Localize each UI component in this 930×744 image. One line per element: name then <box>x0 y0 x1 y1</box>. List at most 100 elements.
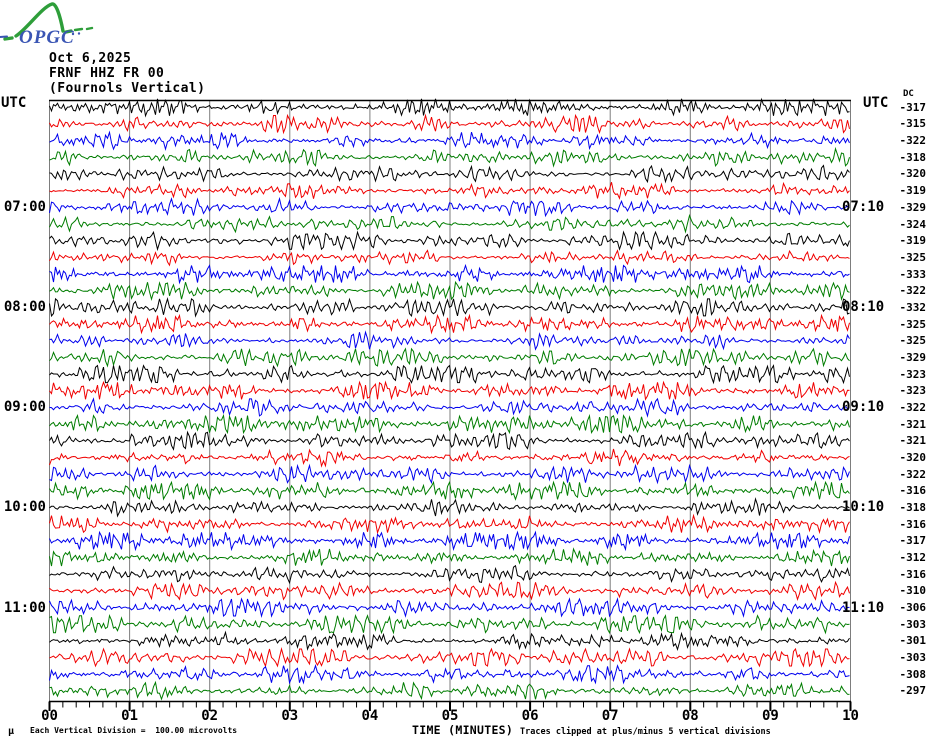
x-tick-label: 07 <box>601 708 619 724</box>
trace-row-15 <box>49 330 850 351</box>
logo-dash-tail <box>73 26 94 32</box>
x-tick-label: 02 <box>201 708 219 724</box>
header-date: Oct 6,2025 <box>49 51 132 66</box>
logo-dot <box>77 32 81 35</box>
dc-value: -319 <box>899 234 927 248</box>
trace-row-7 <box>49 196 850 218</box>
x-tick-label: 06 <box>521 708 539 724</box>
trace-row-10 <box>49 249 850 267</box>
dc-value: -323 <box>899 384 927 398</box>
dc-value: -324 <box>899 217 927 231</box>
trace-row-30 <box>49 580 850 601</box>
trace-row-20 <box>49 413 850 435</box>
trace-row-25 <box>49 497 850 518</box>
trace-row-22 <box>49 448 850 468</box>
right-time-label: 11:10 <box>842 599 885 616</box>
trace-row-12 <box>49 280 850 302</box>
logo-left-dash <box>0 35 8 38</box>
utc-left-header: UTC <box>1 95 27 111</box>
trace-row-36 <box>49 680 850 701</box>
dc-value: -318 <box>899 500 927 514</box>
trace-row-32 <box>49 613 850 635</box>
trace-row-13 <box>49 296 850 318</box>
logo-dot <box>71 32 75 36</box>
right-time-label: 09:10 <box>842 399 885 416</box>
right-time-label: 08:10 <box>842 299 885 316</box>
header-station: FRNF HHZ FR 00 <box>49 66 165 81</box>
dc-value: -316 <box>899 567 927 581</box>
x-tick-label: 10 <box>842 708 859 724</box>
dc-value: -303 <box>899 651 927 665</box>
x-tick-label: 01 <box>121 708 139 724</box>
dc-value: -322 <box>899 134 927 148</box>
trace-row-24 <box>49 480 850 501</box>
trace-row-33 <box>49 630 850 652</box>
dc-value: -319 <box>899 184 927 198</box>
dc-value: -316 <box>899 484 927 498</box>
x-tick-label: 08 <box>681 708 699 724</box>
dc-value: -322 <box>899 284 927 298</box>
dc-value: -303 <box>899 617 927 631</box>
dc-value: -301 <box>899 634 927 648</box>
logo-text: OPGC <box>19 27 75 48</box>
x-tick-label: 03 <box>281 708 299 724</box>
left-time-label: 07:00 <box>3 199 46 216</box>
logo-mountain-curve <box>3 2 73 41</box>
dc-value: -310 <box>899 584 927 598</box>
clip-note: Traces clipped at plus/minus 5 vertical … <box>520 727 771 737</box>
trace-row-9 <box>49 230 850 252</box>
trace-row-16 <box>49 347 850 368</box>
trace-row-35 <box>49 664 850 685</box>
trace-row-2 <box>49 113 850 135</box>
vertical-division-note: Each Vertical Division = 100.00 microvol… <box>30 726 238 735</box>
mu-glyph: µ <box>8 726 15 737</box>
dc-value: -322 <box>899 467 927 481</box>
dc-value: -317 <box>899 100 927 114</box>
right-time-label: 07:10 <box>842 199 885 216</box>
trace-row-1 <box>49 97 850 118</box>
header-location: (Fournols Vertical) <box>49 81 206 96</box>
left-time-label: 10:00 <box>3 499 46 516</box>
trace-row-28 <box>49 547 850 567</box>
trace-row-27 <box>49 530 850 552</box>
dc-value: -308 <box>899 667 927 681</box>
left-time-label: 11:00 <box>3 599 46 616</box>
opgc-logo: OPGC <box>0 2 94 48</box>
left-time-label: 09:00 <box>3 399 46 416</box>
dc-value: -329 <box>899 200 927 214</box>
dc-value: -315 <box>899 117 927 131</box>
trace-row-4 <box>49 146 850 168</box>
trace-row-29 <box>49 564 850 585</box>
trace-row-17 <box>49 364 850 385</box>
trace-row-6 <box>49 181 850 200</box>
dc-value: -320 <box>899 450 927 464</box>
dc-column-header: DC <box>903 89 914 99</box>
trace-row-34 <box>49 647 850 668</box>
trace-row-21 <box>49 430 850 451</box>
dc-value: -321 <box>899 434 927 448</box>
dc-value: -322 <box>899 400 927 414</box>
left-time-label: 08:00 <box>3 299 46 316</box>
trace-row-11 <box>49 263 850 285</box>
dc-value: -321 <box>899 417 927 431</box>
trace-row-19 <box>49 397 850 418</box>
trace-row-14 <box>49 313 850 335</box>
right-time-label: 10:10 <box>842 499 885 516</box>
x-tick-label: 00 <box>41 708 58 724</box>
dc-value: -325 <box>899 334 927 348</box>
dc-value: -318 <box>899 150 927 164</box>
dc-value: -323 <box>899 367 927 381</box>
dc-value: -316 <box>899 517 927 531</box>
dc-value: -329 <box>899 350 927 364</box>
dc-value: -333 <box>899 267 927 281</box>
dc-value: -332 <box>899 300 927 314</box>
utc-right-header: UTC <box>863 95 889 111</box>
dc-value: -306 <box>899 601 927 615</box>
trace-row-31 <box>49 597 850 618</box>
trace-row-23 <box>49 463 850 485</box>
trace-row-26 <box>49 513 850 535</box>
trace-row-18 <box>49 380 850 401</box>
dc-value: -297 <box>899 684 927 698</box>
